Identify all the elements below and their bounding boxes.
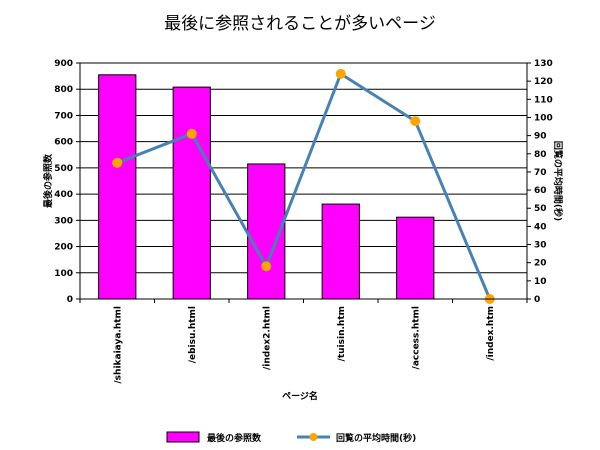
- bar: [321, 203, 360, 300]
- x-tick-label: /access.html: [411, 306, 421, 369]
- y2-tick-label: 50: [534, 204, 547, 214]
- y2-tick-label: 20: [534, 259, 547, 269]
- y2-tick-label: 100: [534, 113, 553, 123]
- axes: 0 100 200 300 400 500 600 700 800 900 0 10 20 30 40 50 6…: [54, 59, 553, 384]
- y-tick-label: 0: [67, 295, 73, 305]
- bar: [172, 86, 211, 300]
- y-tick-label: 600: [54, 138, 73, 148]
- y-tick-label: 300: [54, 216, 73, 226]
- bar: [396, 216, 435, 300]
- line-point: [112, 157, 123, 168]
- legend-bar-swatch: [166, 431, 200, 443]
- line-point: [261, 261, 272, 272]
- legend: 最後の参照数 回覧の平均時間(秒): [166, 431, 416, 444]
- y2-tick-label: 40: [534, 222, 547, 232]
- chart-title: 最後に参照されることが多いページ: [164, 14, 436, 34]
- y2-tick-label: 90: [534, 132, 547, 142]
- y-tick-label: 200: [54, 243, 73, 253]
- y-tick-label: 900: [54, 59, 73, 69]
- y-tick-label: 800: [54, 85, 73, 95]
- x-tick-label: /ebisu.html: [188, 306, 198, 363]
- line-point: [335, 68, 346, 79]
- x-tick-label: /index2.html: [262, 306, 272, 370]
- y-tick-label: 500: [54, 164, 73, 174]
- y-axis-label: 最後の参照数: [42, 153, 54, 208]
- line-point: [410, 116, 421, 127]
- y2-tick-label: 120: [534, 77, 553, 87]
- y-tick-label: 400: [54, 190, 73, 200]
- y2-tick-label: 30: [534, 241, 547, 251]
- y2-tick-label: 110: [534, 95, 553, 105]
- x-axis-label: ページ名: [282, 390, 318, 402]
- y2-tick-label: 130: [534, 59, 553, 69]
- y-tick-label: 700: [54, 111, 73, 121]
- y2-tick-label: 60: [534, 186, 547, 196]
- x-tick-label: /shikaiaya.html: [113, 306, 123, 384]
- y2-tick-label: 80: [534, 150, 547, 160]
- bar: [98, 74, 137, 300]
- legend-bar-label: 最後の参照数: [207, 432, 262, 444]
- bars: [98, 74, 435, 300]
- legend-line-marker: [309, 433, 318, 441]
- line-point: [186, 128, 197, 139]
- legend-line-label: 回覧の平均時間(秒): [336, 432, 416, 444]
- x-tick-label: /tuisin.htm: [337, 306, 347, 361]
- y2-tick-label: 0: [534, 295, 540, 305]
- x-tick-label: /index.htm: [486, 306, 496, 361]
- line-series: [112, 68, 495, 304]
- line-path: [116, 71, 492, 300]
- y2-tick-label: 10: [534, 277, 547, 287]
- y2-axis-label: 回覧の平均時間(秒): [552, 141, 564, 221]
- y-tick-label: 100: [54, 269, 73, 279]
- y2-tick-label: 70: [534, 168, 547, 178]
